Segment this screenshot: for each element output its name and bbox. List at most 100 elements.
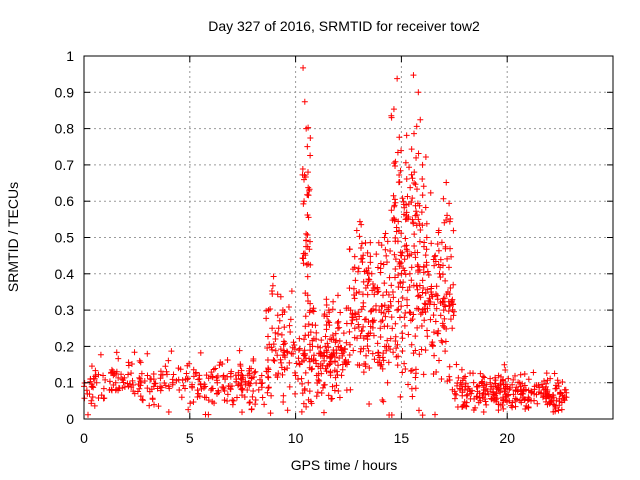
data-point — [380, 357, 387, 364]
data-point — [216, 362, 223, 369]
data-point — [406, 270, 413, 277]
data-point — [415, 292, 422, 299]
data-point — [444, 212, 451, 219]
y-tick-label: 1 — [66, 48, 74, 64]
data-point — [426, 295, 433, 302]
data-point — [228, 382, 235, 389]
data-point — [543, 390, 550, 397]
data-point — [345, 305, 352, 312]
data-point — [412, 347, 419, 354]
data-point — [411, 249, 418, 256]
data-point — [309, 322, 316, 329]
data-point — [454, 380, 461, 387]
data-point — [179, 377, 186, 384]
data-point — [346, 341, 353, 348]
data-point — [288, 288, 295, 295]
data-point — [355, 309, 362, 316]
data-point — [426, 301, 433, 308]
data-point — [464, 383, 471, 390]
data-point — [91, 402, 98, 409]
data-point — [394, 75, 401, 82]
data-point — [374, 264, 381, 271]
data-point — [247, 399, 254, 406]
data-point — [406, 283, 413, 290]
data-point — [331, 358, 338, 365]
data-point — [543, 370, 550, 377]
data-point — [501, 361, 508, 368]
data-point — [304, 292, 311, 299]
data-point — [383, 347, 390, 354]
data-point — [307, 261, 314, 268]
data-point — [353, 227, 360, 234]
data-point — [340, 349, 347, 356]
x-tick-label: 0 — [80, 430, 88, 446]
data-point — [555, 383, 562, 390]
data-point — [93, 379, 100, 386]
data-point — [409, 175, 416, 182]
data-point — [154, 385, 161, 392]
data-point — [434, 241, 441, 248]
data-point — [403, 296, 410, 303]
data-point — [393, 228, 400, 235]
data-point — [349, 314, 356, 321]
grid-lines — [84, 56, 613, 419]
data-point — [355, 321, 362, 328]
data-point — [414, 293, 421, 300]
data-point — [391, 217, 398, 224]
data-point — [514, 387, 521, 394]
data-point — [495, 382, 502, 389]
data-point — [333, 347, 340, 354]
data-point — [412, 366, 419, 373]
data-point — [305, 214, 312, 221]
data-point — [209, 385, 216, 392]
data-point — [358, 306, 365, 313]
data-point — [280, 341, 287, 348]
data-point — [397, 280, 404, 287]
data-point — [146, 388, 153, 395]
data-point — [177, 366, 184, 373]
data-point — [447, 245, 454, 252]
data-point — [524, 397, 531, 404]
data-point — [196, 393, 203, 400]
data-point — [409, 367, 416, 374]
data-point — [497, 387, 504, 394]
data-point — [329, 383, 336, 390]
data-point — [450, 312, 457, 319]
data-point — [416, 266, 423, 273]
data-point — [269, 282, 276, 289]
data-point — [391, 196, 398, 203]
data-point — [98, 392, 105, 399]
data-point — [131, 349, 138, 356]
data-point — [480, 384, 487, 391]
data-point — [323, 296, 330, 303]
data-point — [407, 367, 414, 374]
data-point — [317, 344, 324, 351]
data-point — [396, 178, 403, 185]
data-point — [319, 384, 326, 391]
data-point — [187, 400, 194, 407]
data-point — [108, 369, 115, 376]
data-point — [317, 360, 324, 367]
data-point — [318, 389, 325, 396]
data-point — [213, 390, 220, 397]
data-point — [364, 343, 371, 350]
data-point — [487, 375, 494, 382]
data-point — [422, 154, 429, 161]
data-point — [305, 184, 312, 191]
data-point — [341, 345, 348, 352]
data-point — [411, 242, 418, 249]
data-point — [135, 381, 142, 388]
data-point — [381, 234, 388, 241]
data-point — [520, 390, 527, 397]
data-point — [385, 291, 392, 298]
data-point — [121, 384, 128, 391]
data-point — [359, 291, 366, 298]
data-point — [437, 274, 444, 281]
data-point — [412, 212, 419, 219]
data-point — [369, 350, 376, 357]
data-point — [305, 379, 312, 386]
data-point — [419, 412, 426, 419]
data-point — [265, 385, 272, 392]
data-point — [264, 389, 271, 396]
data-point — [379, 397, 386, 404]
